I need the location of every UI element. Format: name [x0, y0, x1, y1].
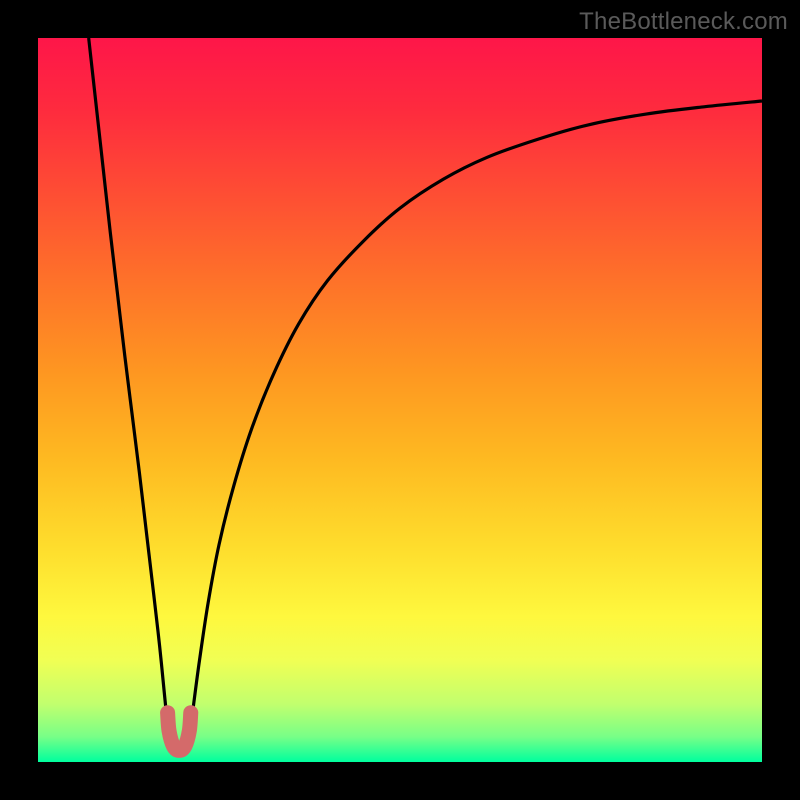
plot-background — [38, 38, 762, 762]
watermark-text: TheBottleneck.com — [579, 8, 788, 36]
bottleneck-chart — [0, 0, 800, 800]
chart-container: TheBottleneck.com — [0, 0, 800, 800]
